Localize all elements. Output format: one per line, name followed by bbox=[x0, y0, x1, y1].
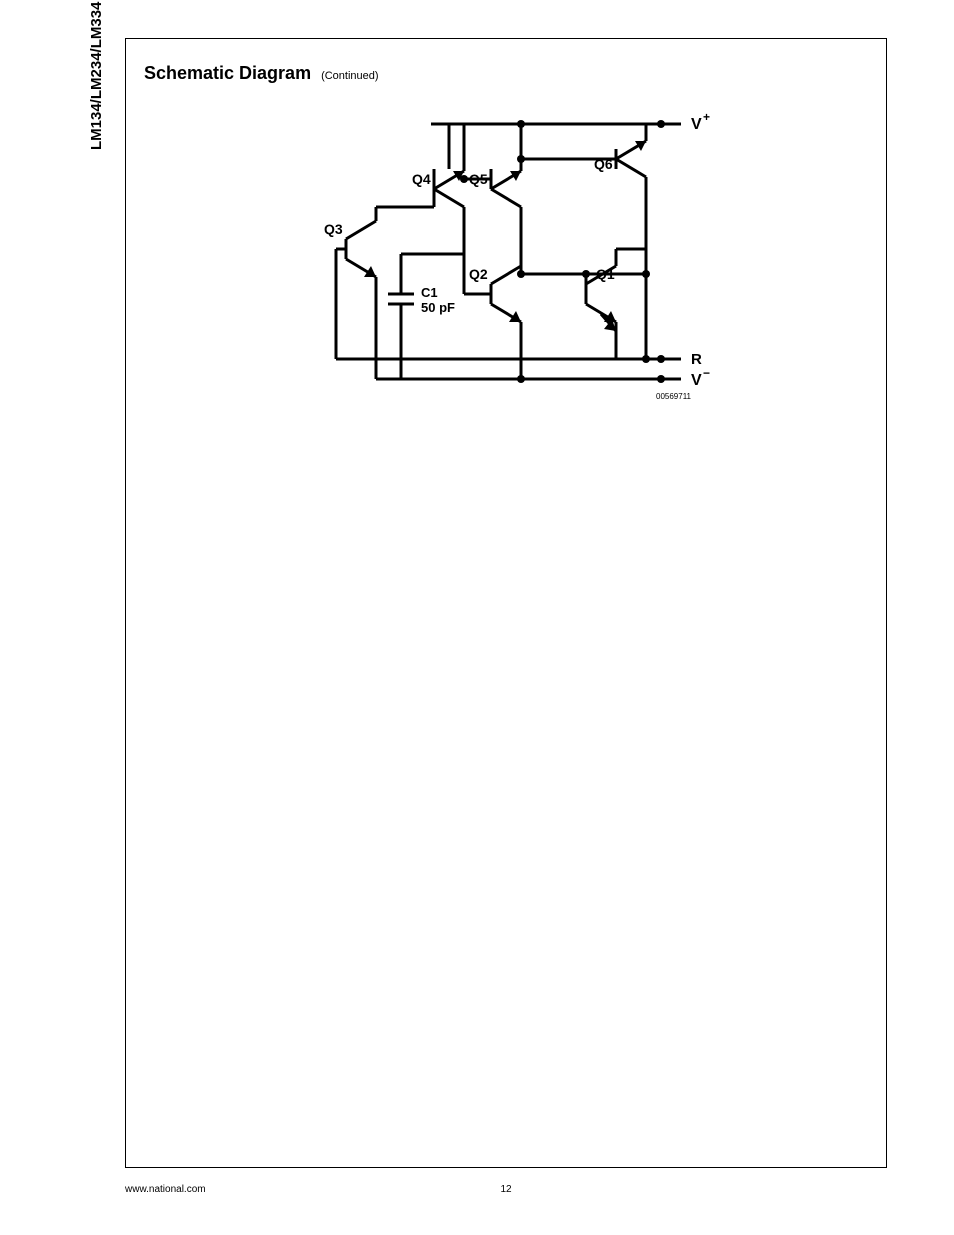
svg-text:V: V bbox=[691, 116, 702, 133]
page-container: LM134/LM234/LM334 Schematic Diagram (Con… bbox=[0, 0, 954, 1235]
footer-url: www.national.com bbox=[125, 1184, 379, 1195]
schematic-diagram: V + Q4 bbox=[316, 99, 716, 419]
svg-text:V: V bbox=[691, 372, 702, 389]
svg-text:Q4: Q4 bbox=[412, 171, 431, 187]
part-number-label: LM134/LM234/LM334 bbox=[88, 2, 105, 150]
svg-text:Q2: Q2 bbox=[469, 266, 488, 282]
section-subtitle: (Continued) bbox=[321, 70, 378, 82]
svg-text:50 pF: 50 pF bbox=[421, 300, 455, 315]
heading-row: Schematic Diagram (Continued) bbox=[144, 63, 379, 84]
svg-text:+: + bbox=[703, 110, 710, 124]
svg-text:Q3: Q3 bbox=[324, 221, 343, 237]
section-title: Schematic Diagram bbox=[144, 63, 311, 84]
svg-text:C1: C1 bbox=[421, 285, 438, 300]
page-footer: www.national.com 12 bbox=[125, 1184, 887, 1195]
svg-text:R: R bbox=[691, 351, 702, 368]
svg-text:−: − bbox=[703, 366, 710, 380]
content-frame: Schematic Diagram (Continued) V + bbox=[125, 38, 887, 1168]
svg-text:Q5: Q5 bbox=[469, 171, 488, 187]
diagram-id: 00569711 bbox=[656, 392, 692, 401]
footer-page-number: 12 bbox=[379, 1184, 633, 1195]
